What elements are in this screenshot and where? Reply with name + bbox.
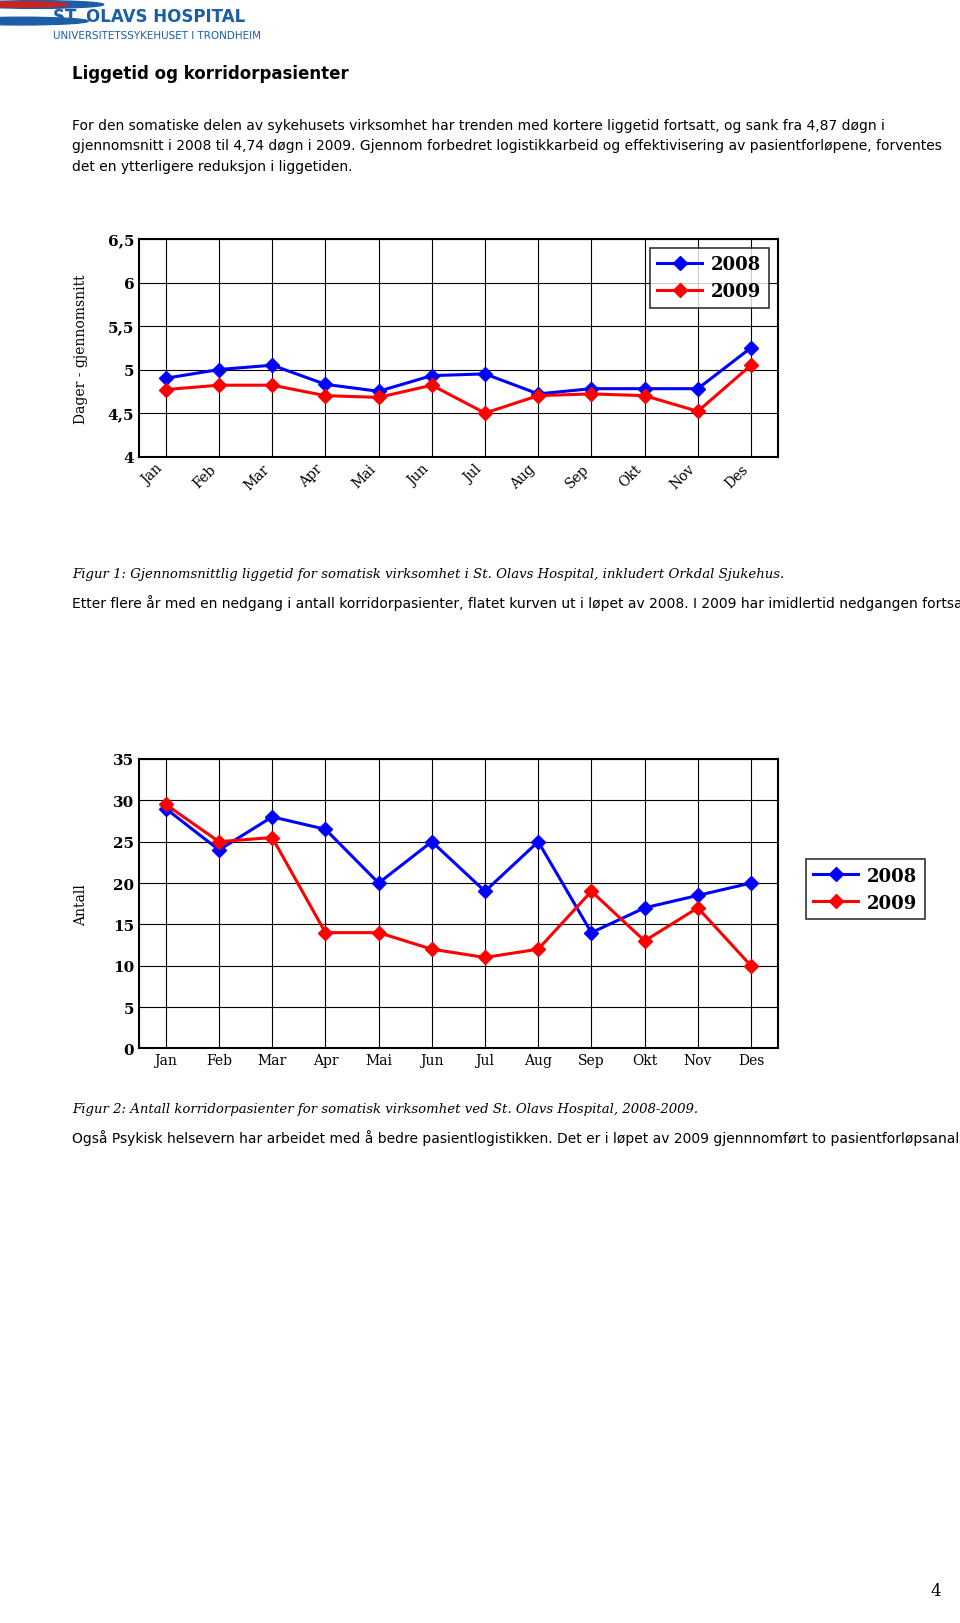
- Circle shape: [0, 18, 88, 26]
- Legend: 2008, 2009: 2008, 2009: [805, 860, 924, 919]
- Y-axis label: Antall: Antall: [74, 883, 88, 925]
- Text: Også Psykisk helsevern har arbeidet med å bedre pasientlogistikken. Det er i løp: Også Psykisk helsevern har arbeidet med …: [72, 1130, 960, 1146]
- Text: Figur 1: Gjennomsnittlig liggetid for somatisk virksomhet i St. Olavs Hospital, : Figur 1: Gjennomsnittlig liggetid for so…: [72, 568, 784, 581]
- Text: Figur 2: Antall korridorpasienter for somatisk virksomhet ved St. Olavs Hospital: Figur 2: Antall korridorpasienter for so…: [72, 1102, 698, 1117]
- Circle shape: [0, 2, 104, 10]
- Legend: 2008, 2009: 2008, 2009: [650, 248, 769, 308]
- Circle shape: [0, 3, 68, 8]
- Text: UNIVERSITETSSYKEHUSET I TRONDHEIM: UNIVERSITETSSYKEHUSET I TRONDHEIM: [53, 31, 261, 41]
- Y-axis label: Dager - gjennomsnitt: Dager - gjennomsnitt: [74, 274, 88, 424]
- Text: ST. OLAVS HOSPITAL: ST. OLAVS HOSPITAL: [53, 8, 245, 26]
- Text: Etter flere år med en nedgang i antall korridorpasienter, flatet kurven ut i løp: Etter flere år med en nedgang i antall k…: [72, 594, 960, 610]
- Text: For den somatiske delen av sykehusets virksomhet har trenden med kortere liggeti: For den somatiske delen av sykehusets vi…: [72, 120, 942, 174]
- Text: Liggetid og korridorpasienter: Liggetid og korridorpasienter: [72, 65, 348, 83]
- Text: 4: 4: [930, 1582, 941, 1599]
